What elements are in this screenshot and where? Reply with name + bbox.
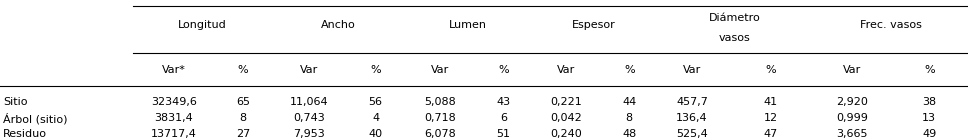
Text: 457,7: 457,7 [677,97,708,107]
Text: Var: Var [300,65,318,75]
Text: 8: 8 [625,113,633,123]
Text: Frec. vasos: Frec. vasos [860,20,922,30]
Text: %: % [766,65,775,75]
Text: %: % [371,65,380,75]
Text: %: % [924,65,934,75]
Text: %: % [238,65,248,75]
Text: 7,953: 7,953 [293,129,324,139]
Text: 4: 4 [372,113,379,123]
Text: 40: 40 [369,129,382,139]
Text: 136,4: 136,4 [677,113,708,123]
Text: 0,240: 0,240 [551,129,582,139]
Text: %: % [624,65,634,75]
Text: Var*: Var* [162,65,186,75]
Text: 12: 12 [764,113,777,123]
Text: Residuo: Residuo [3,129,46,139]
Text: Sitio: Sitio [3,97,27,107]
Text: 2,920: 2,920 [836,97,867,107]
Text: 56: 56 [369,97,382,107]
Text: 27: 27 [236,129,250,139]
Text: 32349,6: 32349,6 [151,97,197,107]
Text: Var: Var [432,65,449,75]
Text: 0,743: 0,743 [293,113,324,123]
Text: 0,999: 0,999 [836,113,867,123]
Text: vasos: vasos [719,33,750,43]
Text: Var: Var [843,65,861,75]
Text: Lumen: Lumen [448,20,487,30]
Text: Árbol (sitio): Árbol (sitio) [3,113,68,124]
Text: 41: 41 [764,97,777,107]
Text: 11,064: 11,064 [289,97,328,107]
Text: 6,078: 6,078 [425,129,456,139]
Text: 48: 48 [622,129,636,139]
Text: 13: 13 [923,113,936,123]
Text: 65: 65 [236,97,250,107]
Text: 13717,4: 13717,4 [151,129,197,139]
Text: 47: 47 [764,129,777,139]
Text: 44: 44 [622,97,636,107]
Text: 5,088: 5,088 [425,97,456,107]
Text: Var: Var [683,65,701,75]
Text: 51: 51 [497,129,510,139]
Text: 0,042: 0,042 [551,113,582,123]
Text: Var: Var [558,65,575,75]
Text: 43: 43 [497,97,510,107]
Text: Espesor: Espesor [571,20,616,30]
Text: 0,718: 0,718 [425,113,456,123]
Text: 8: 8 [239,113,247,123]
Text: 38: 38 [923,97,936,107]
Text: Longitud: Longitud [177,20,227,30]
Text: Ancho: Ancho [320,20,355,30]
Text: 3,665: 3,665 [836,129,867,139]
Text: 0,221: 0,221 [551,97,582,107]
Text: %: % [499,65,508,75]
Text: 6: 6 [499,113,507,123]
Text: 525,4: 525,4 [677,129,708,139]
Text: 3831,4: 3831,4 [154,113,194,123]
Text: 49: 49 [923,129,936,139]
Text: Diámetro: Diámetro [709,13,761,23]
